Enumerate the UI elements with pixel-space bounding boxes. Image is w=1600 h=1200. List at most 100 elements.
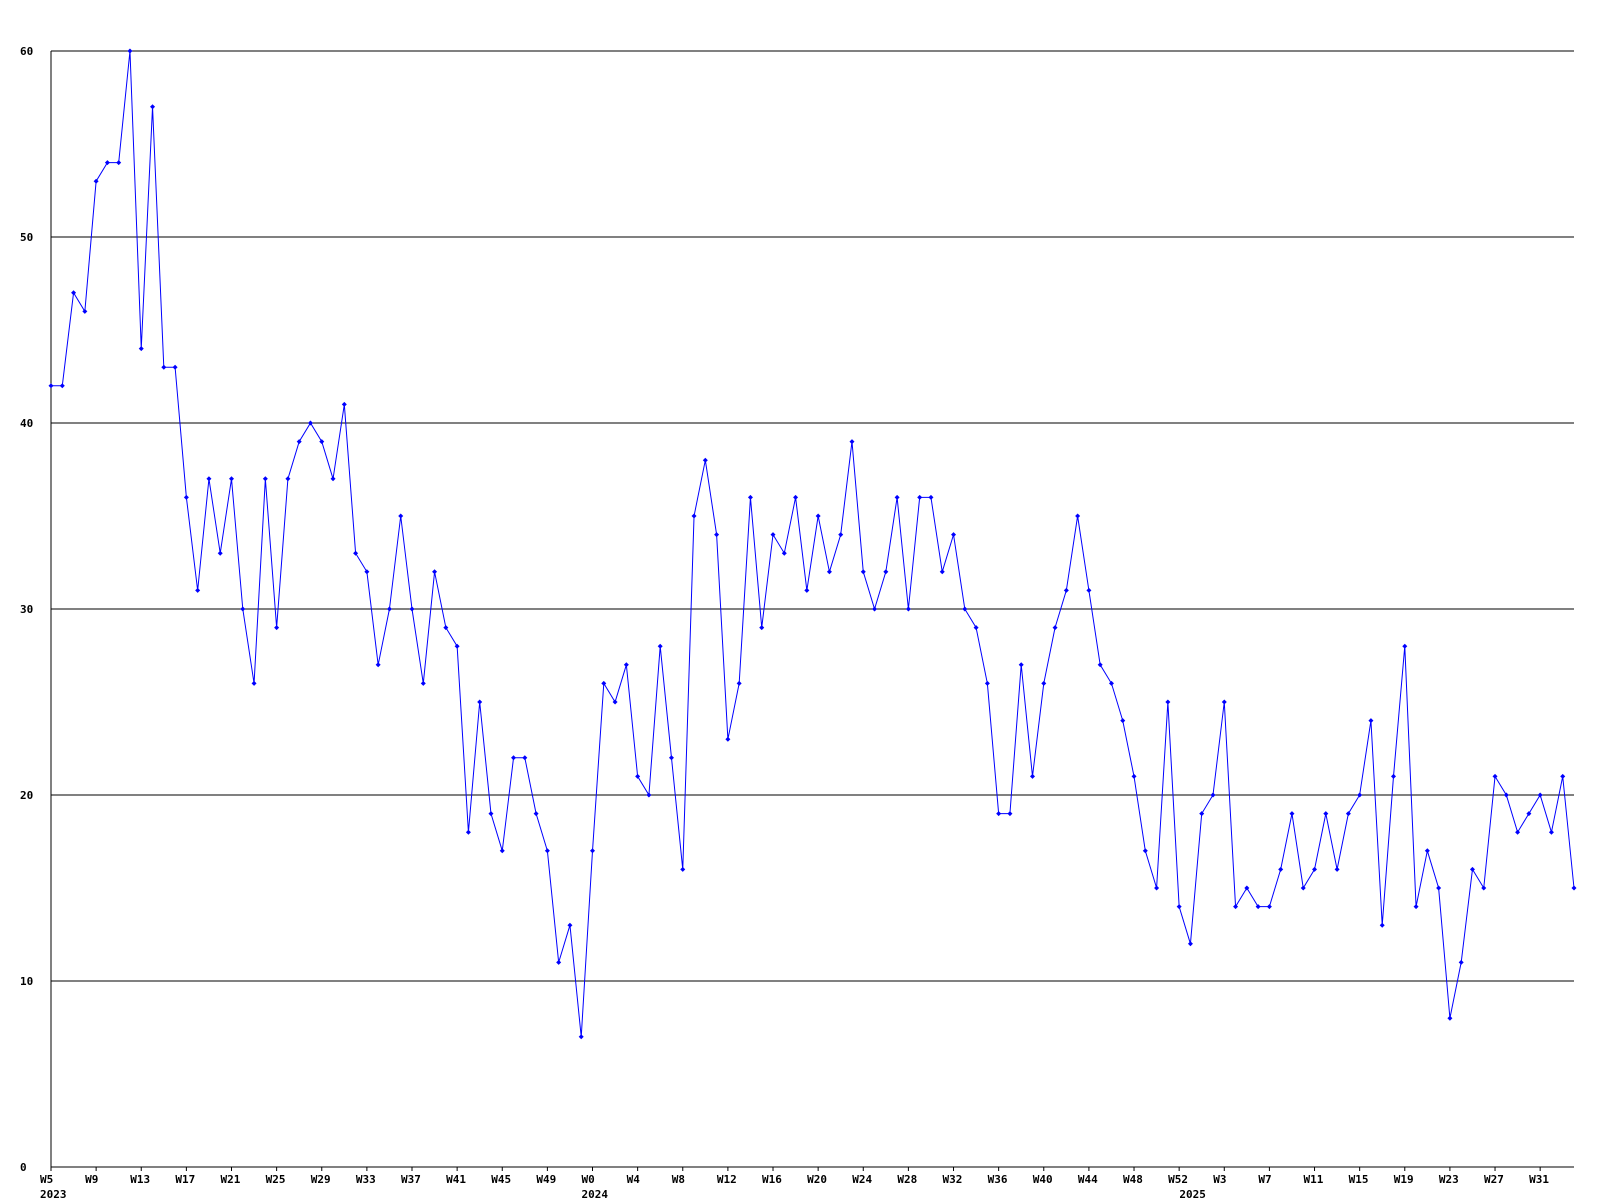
point — [951, 532, 957, 538]
point — [635, 773, 641, 779]
point — [601, 680, 607, 686]
point — [1390, 773, 1396, 779]
point — [1255, 904, 1261, 910]
point — [229, 476, 235, 482]
point — [465, 829, 471, 835]
point — [161, 364, 167, 370]
point — [759, 625, 765, 631]
point — [1063, 587, 1069, 593]
point — [1300, 885, 1306, 891]
x-tick-label: W52 — [1168, 1173, 1188, 1186]
point — [1357, 792, 1363, 798]
point — [488, 811, 494, 817]
point — [793, 494, 799, 500]
point — [341, 401, 347, 407]
point — [1221, 699, 1227, 705]
point — [1266, 904, 1272, 910]
x-tick-label: W23 — [1439, 1173, 1459, 1186]
point — [1120, 718, 1126, 724]
point — [578, 1034, 584, 1040]
x-tick-label: W40 — [1033, 1173, 1053, 1186]
point — [1334, 866, 1340, 872]
x-tick-label: W9 — [85, 1173, 98, 1186]
x-tick-label: W3 — [1213, 1173, 1226, 1186]
point — [1537, 792, 1543, 798]
point — [93, 178, 99, 184]
point — [364, 569, 370, 575]
point — [1402, 643, 1408, 649]
point — [1041, 680, 1047, 686]
point — [183, 494, 189, 500]
point — [1503, 792, 1509, 798]
point — [1323, 811, 1329, 817]
y-tick-label: 60 — [20, 45, 33, 58]
point — [725, 736, 731, 742]
point — [262, 476, 268, 482]
point — [1548, 829, 1554, 835]
point — [409, 606, 415, 612]
point — [296, 439, 302, 445]
point — [432, 569, 438, 575]
point — [1436, 885, 1442, 891]
point — [319, 439, 325, 445]
point — [623, 662, 629, 668]
x-tick-label: W48 — [1123, 1173, 1143, 1186]
x-tick-label: W33 — [356, 1173, 376, 1186]
point — [939, 569, 945, 575]
point — [1345, 811, 1351, 817]
point — [217, 550, 223, 556]
point — [1379, 922, 1385, 928]
x-tick-label: W25 — [266, 1173, 286, 1186]
x-tick-label: W31 — [1529, 1173, 1549, 1186]
point — [962, 606, 968, 612]
point — [206, 476, 212, 482]
point — [1131, 773, 1137, 779]
point — [1481, 885, 1487, 891]
point — [849, 439, 855, 445]
point — [533, 811, 539, 817]
y-tick-label: 40 — [20, 417, 33, 430]
x-tick-label: W12 — [717, 1173, 737, 1186]
x-tick-label: W17 — [175, 1173, 195, 1186]
point — [612, 699, 618, 705]
point — [1278, 866, 1284, 872]
point — [1233, 904, 1239, 910]
point — [127, 48, 133, 54]
year-label: 2023 — [40, 1188, 67, 1200]
point — [454, 643, 460, 649]
point — [544, 848, 550, 854]
point — [1492, 773, 1498, 779]
point — [973, 625, 979, 631]
point — [477, 699, 483, 705]
point — [815, 513, 821, 519]
point — [386, 606, 392, 612]
point — [657, 643, 663, 649]
point — [511, 755, 517, 761]
point — [1560, 773, 1566, 779]
point — [285, 476, 291, 482]
point — [905, 606, 911, 612]
point — [1154, 885, 1160, 891]
point — [691, 513, 697, 519]
x-tick-label: W44 — [1078, 1173, 1098, 1186]
point — [1165, 699, 1171, 705]
x-tick-label: W8 — [672, 1173, 685, 1186]
x-tick-label: W15 — [1349, 1173, 1369, 1186]
point — [928, 494, 934, 500]
point — [1515, 829, 1521, 835]
x-tick-label: W37 — [401, 1173, 421, 1186]
point — [680, 866, 686, 872]
point — [1097, 662, 1103, 668]
point — [567, 922, 573, 928]
point — [104, 160, 110, 166]
point — [443, 625, 449, 631]
point — [883, 569, 889, 575]
point — [1018, 662, 1024, 668]
point — [747, 494, 753, 500]
point — [251, 680, 257, 686]
point — [274, 625, 280, 631]
x-tick-label: W41 — [446, 1173, 466, 1186]
point — [1368, 718, 1374, 724]
point — [1526, 811, 1532, 817]
point — [1469, 866, 1475, 872]
